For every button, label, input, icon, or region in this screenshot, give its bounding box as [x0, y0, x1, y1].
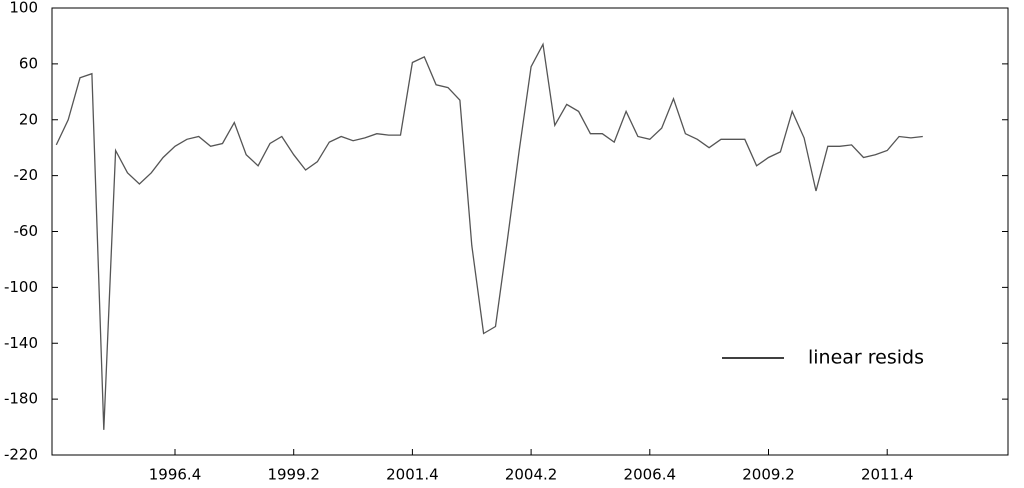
x-tick-label: 2009.2 — [742, 466, 795, 484]
x-tick-label: 1999.2 — [267, 466, 320, 484]
x-tick-label: 2004.2 — [505, 466, 558, 484]
y-tick-label: -140 — [4, 334, 38, 352]
y-tick-label: -220 — [4, 446, 38, 464]
y-tick-label: -20 — [14, 166, 39, 184]
y-tick-label: -180 — [4, 390, 38, 408]
y-tick-label: -60 — [14, 222, 39, 240]
x-tick-label: 2011.4 — [861, 466, 914, 484]
y-tick-label: 60 — [19, 54, 38, 72]
legend-label: linear resids — [808, 347, 924, 369]
x-tick-label: 1996.4 — [149, 466, 202, 484]
y-tick-label: 20 — [19, 110, 38, 128]
y-tick-label: -100 — [4, 278, 38, 296]
y-tick-label: 100 — [9, 0, 38, 17]
series-line — [55, 42, 923, 430]
x-tick-label: 2001.4 — [386, 466, 439, 484]
x-tick-label: 2006.4 — [624, 466, 677, 484]
